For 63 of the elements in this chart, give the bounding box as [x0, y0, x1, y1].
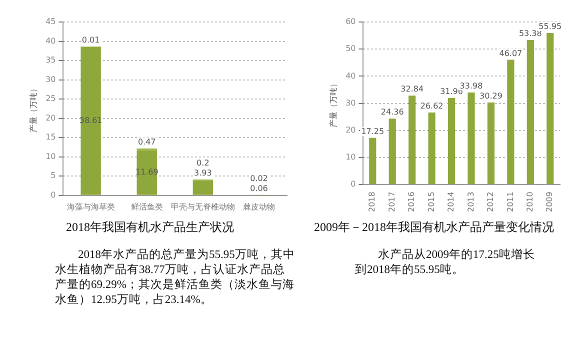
data-label: 17.25: [361, 126, 384, 136]
x-tick-label: 2014: [446, 192, 456, 212]
bar: [369, 138, 376, 184]
y-tick-label: 50: [346, 44, 356, 54]
x-tick-label: 2017: [387, 192, 396, 212]
bar: [546, 32, 554, 184]
y-tick-label: 40: [46, 36, 56, 46]
y-tick-label: 60: [346, 17, 356, 26]
data-label: 46.07: [499, 48, 522, 58]
y-tick-label: 10: [46, 152, 56, 161]
y-tick-label: 45: [46, 17, 56, 26]
text: 2018年我国有机水产品生产状况: [65, 219, 235, 236]
y-tick-label: 35: [46, 56, 56, 65]
bar: [468, 92, 475, 184]
bar: [487, 102, 495, 184]
y-tick-label: 20: [346, 126, 356, 135]
bar: [448, 98, 456, 184]
bar: [428, 112, 436, 184]
x-tick-label: 鲜活鱼类: [130, 202, 163, 212]
data-label: 3.93: [194, 168, 212, 178]
x-tick-label: 2018: [368, 192, 377, 212]
y-tick-label: 5: [50, 171, 56, 180]
y-tick-label: 0: [350, 180, 356, 189]
y-axis-title: 产量（万吨）: [28, 84, 38, 133]
x-tick-label: 2009: [545, 192, 554, 212]
data-label: 0.47: [138, 138, 156, 147]
y-tick-label: 30: [346, 98, 356, 108]
x-tick-label: 海藻与海草类: [66, 202, 115, 212]
y-tick-label: 25: [46, 94, 56, 104]
y-tick-label: 40: [346, 71, 356, 80]
x-tick-label: 2013: [466, 192, 476, 212]
x-tick-label: 棘皮动物: [242, 202, 275, 212]
x-tick-label: 甲壳与无脊椎动物: [170, 202, 235, 212]
bar: [192, 180, 214, 195]
bar: [507, 60, 514, 184]
data-label: 0.06: [250, 184, 268, 194]
data-label: 55.95: [538, 22, 562, 32]
data-label: 0.2: [196, 158, 210, 168]
text: 2009年－2018年我国有机水产品产量变化情况: [313, 219, 555, 236]
y-tick-label: 0: [50, 190, 56, 200]
y-tick-label: 20: [46, 113, 56, 122]
y-tick-label: 30: [46, 74, 56, 84]
x-tick-label: 2016: [407, 192, 416, 212]
data-label: 26.62: [420, 102, 444, 111]
data-label: 0.02: [250, 174, 268, 184]
x-tick-label: 2015: [426, 192, 436, 212]
data-label: 24.36: [380, 108, 404, 117]
data-label: 33.98: [460, 82, 483, 91]
text: 2018年水产品的总产量为55.95万吨，其中水生植物产品有38.77万吨，占认证水产品总产量的69.29%；其次是鲜活鱼类（淡水鱼与海水鱼）12.95万吨，占23.14%。: [55, 248, 295, 308]
bar: [408, 96, 416, 184]
bar: [80, 46, 101, 195]
text: 水产品从2009年的17.25吨增长到2018年的55.95吨。: [355, 248, 536, 278]
data-label: 0.01: [82, 36, 100, 45]
x-tick-label: 2011: [506, 192, 515, 212]
y-axis-title: 产量（万吨）: [328, 79, 338, 128]
data-label: 30.29: [480, 92, 502, 101]
bar: [526, 40, 534, 184]
y-tick-label: 10: [346, 152, 356, 162]
data-label: 32.84: [400, 84, 424, 94]
bar: [388, 118, 396, 184]
x-tick-label: 2012: [486, 192, 496, 212]
y-tick-label: 15: [46, 132, 56, 142]
x-tick-label: 2010: [525, 192, 534, 212]
